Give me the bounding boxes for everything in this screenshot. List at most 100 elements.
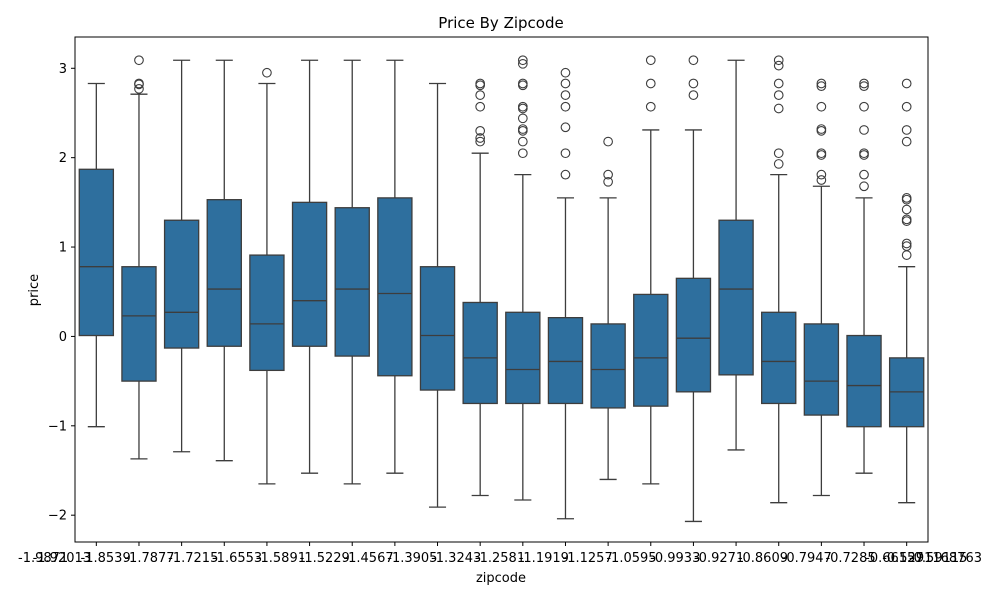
plot-area: −2−10123-1.9871-1.92013-1.8539-1.7877-1.… xyxy=(18,36,982,566)
outlier-point xyxy=(560,90,571,100)
outlier-point xyxy=(517,148,528,159)
outlier-point xyxy=(560,148,571,159)
outlier-point xyxy=(816,175,827,185)
box-group xyxy=(249,67,285,485)
outlier-point xyxy=(901,78,912,89)
x-tick-label: -1.3243 xyxy=(431,551,481,566)
outlier-point xyxy=(475,90,486,100)
box-group xyxy=(547,67,584,520)
box-iqr xyxy=(505,311,541,405)
box-group xyxy=(78,82,115,428)
outlier-point xyxy=(901,204,912,215)
outlier-point xyxy=(560,122,571,133)
box-group xyxy=(334,59,370,485)
outlier-point xyxy=(517,58,528,69)
x-tick-label: -1.6553 xyxy=(212,551,262,566)
outlier-point xyxy=(901,193,912,203)
outlier-point xyxy=(517,101,528,112)
outlier-point xyxy=(603,169,613,180)
box-group xyxy=(846,78,882,474)
x-tick-label: -1.3905 xyxy=(387,551,437,566)
x-axis-title: zipcode xyxy=(476,571,526,586)
outlier-point xyxy=(773,159,784,169)
outlier-point xyxy=(816,78,827,89)
x-tick-label: -1.7877 xyxy=(124,551,174,566)
outlier-point xyxy=(773,78,784,89)
x-tick-label: -0.7947 xyxy=(782,551,832,566)
outlier-point xyxy=(475,133,486,143)
outlier-point xyxy=(475,78,486,89)
chart-title: Price By Zipcode xyxy=(438,14,563,32)
box-group xyxy=(761,55,797,504)
box-group xyxy=(718,59,754,451)
plot-frame xyxy=(74,36,929,543)
outlier-point xyxy=(475,101,486,112)
box-iqr xyxy=(419,266,456,391)
outlier-point xyxy=(901,125,912,135)
outlier-point xyxy=(134,78,144,89)
outlier-point xyxy=(816,124,827,134)
box-iqr xyxy=(590,323,626,409)
box-group xyxy=(505,55,541,501)
outlier-point xyxy=(645,101,656,112)
x-tick-label: -0.59115 xyxy=(909,551,967,566)
box-group xyxy=(419,82,456,508)
outlier-point xyxy=(859,181,869,192)
box-iqr xyxy=(334,207,370,357)
outlier-point xyxy=(560,78,571,89)
x-tick-label: -1.8539 xyxy=(81,551,131,566)
outlier-point xyxy=(134,83,144,94)
outlier-point xyxy=(859,125,869,135)
outlier-point xyxy=(773,103,784,114)
box-iqr xyxy=(547,317,584,405)
outlier-point xyxy=(560,169,571,180)
outlier-point xyxy=(688,90,699,100)
outlier-point xyxy=(517,124,528,134)
outlier-point xyxy=(645,55,656,66)
outlier-point xyxy=(901,214,912,225)
outlier-point xyxy=(517,55,528,66)
x-tick-label: -0.66157 xyxy=(865,551,923,566)
box-iqr xyxy=(377,197,413,377)
x-tick-label: -1.4567 xyxy=(343,551,393,566)
box-iqr xyxy=(803,323,840,416)
outlier-point xyxy=(816,148,827,159)
box-group xyxy=(163,59,200,453)
outlier-point xyxy=(645,78,656,89)
box-group xyxy=(377,59,413,474)
box-group xyxy=(803,78,840,497)
y-tick-label: 3 xyxy=(59,62,67,77)
box-group xyxy=(675,55,712,523)
outlier-point xyxy=(773,90,784,100)
y-tick-label: −2 xyxy=(48,509,67,524)
outlier-point xyxy=(475,136,486,147)
outlier-point xyxy=(859,101,869,112)
outlier-point xyxy=(560,101,571,112)
outlier-point xyxy=(773,55,784,66)
x-tick-label: -1.5891 xyxy=(256,551,306,566)
outlier-point xyxy=(688,78,699,89)
box-iqr xyxy=(249,254,285,372)
outlier-point xyxy=(688,55,699,66)
outlier-point xyxy=(603,176,613,187)
outlier-point xyxy=(859,78,869,89)
box-iqr xyxy=(761,311,797,405)
outlier-point xyxy=(816,169,827,180)
box-iqr xyxy=(846,334,882,428)
outlier-point xyxy=(517,136,528,147)
x-tick-label: -0.8609 xyxy=(738,551,788,566)
x-tick-label: -1.1257 xyxy=(563,551,613,566)
box-iqr xyxy=(633,293,669,407)
outlier-point xyxy=(901,136,912,147)
outlier-point xyxy=(901,101,912,112)
outlier-point xyxy=(560,67,571,78)
x-tick-label: -1.1919 xyxy=(519,551,569,566)
outlier-point xyxy=(859,81,869,92)
outlier-point xyxy=(859,148,869,159)
outlier-point xyxy=(603,136,613,147)
box-group xyxy=(121,55,157,460)
outlier-point xyxy=(517,78,528,89)
x-tick-label: -1.9871 xyxy=(18,551,68,566)
